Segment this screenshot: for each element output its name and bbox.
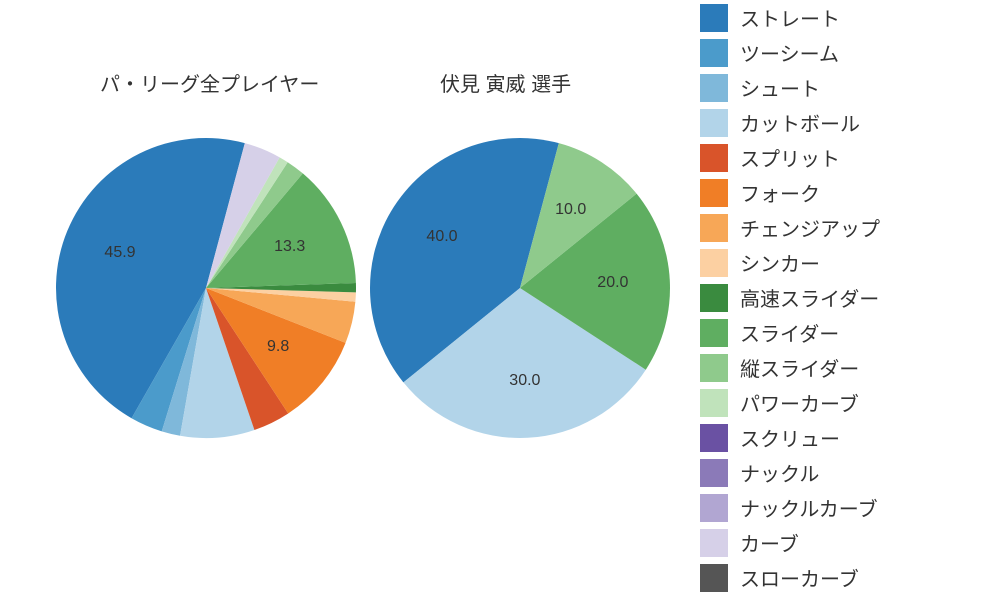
legend-item-sinker: シンカー — [700, 245, 990, 280]
chart-title: パ・リーグ全プレイヤー — [100, 68, 319, 97]
legend-label: フォーク — [740, 178, 820, 207]
legend: ストレートツーシームシュートカットボールスプリットフォークチェンジアップシンカー… — [700, 0, 990, 595]
legend-item-slow_curve: スローカーブ — [700, 560, 990, 595]
legend-swatch — [700, 494, 728, 522]
legend-label: スプリット — [740, 143, 840, 172]
legend-label: ナックル — [740, 458, 819, 487]
legend-swatch — [700, 564, 728, 592]
legend-label: カーブ — [740, 528, 799, 557]
legend-swatch — [700, 74, 728, 102]
legend-item-slider: スライダー — [700, 315, 990, 350]
pie-label-fork: 9.8 — [267, 338, 289, 356]
legend-item-knuckle: ナックル — [700, 455, 990, 490]
legend-label: スライダー — [740, 318, 839, 347]
legend-swatch — [700, 354, 728, 382]
pie-label-straight: 45.9 — [104, 244, 135, 262]
legend-label: パワーカーブ — [740, 388, 859, 417]
legend-label: スローカーブ — [740, 563, 859, 592]
legend-item-shoot: シュート — [700, 70, 990, 105]
legend-item-cut_ball: カットボール — [700, 105, 990, 140]
legend-label: 高速スライダー — [740, 283, 879, 312]
legend-swatch — [700, 424, 728, 452]
legend-label: ツーシーム — [740, 38, 839, 67]
legend-item-fork: フォーク — [700, 175, 990, 210]
legend-label: ナックルカーブ — [740, 493, 878, 522]
legend-swatch — [700, 249, 728, 277]
legend-swatch — [700, 109, 728, 137]
pie-label-cut_ball: 30.0 — [509, 372, 540, 390]
legend-item-power_curve: パワーカーブ — [700, 385, 990, 420]
legend-swatch — [700, 214, 728, 242]
pie-label-v_slider: 10.0 — [555, 201, 586, 219]
legend-item-v_slider: 縦スライダー — [700, 350, 990, 385]
legend-swatch — [700, 319, 728, 347]
legend-swatch — [700, 39, 728, 67]
legend-swatch — [700, 284, 728, 312]
legend-item-knuckle_curve: ナックルカーブ — [700, 490, 990, 525]
pie-label-straight: 40.0 — [426, 228, 457, 246]
legend-item-split: スプリット — [700, 140, 990, 175]
legend-swatch — [700, 179, 728, 207]
legend-item-curve: カーブ — [700, 525, 990, 560]
legend-swatch — [700, 144, 728, 172]
legend-item-straight: ストレート — [700, 0, 990, 35]
legend-swatch — [700, 4, 728, 32]
legend-label: ストレート — [740, 3, 840, 32]
legend-label: スクリュー — [740, 423, 840, 452]
chart-title: 伏見 寅威 選手 — [440, 68, 571, 97]
pie-label-slider: 13.3 — [274, 238, 305, 256]
legend-item-fast_slider: 高速スライダー — [700, 280, 990, 315]
legend-item-two_seam: ツーシーム — [700, 35, 990, 70]
legend-item-changeup: チェンジアップ — [700, 210, 990, 245]
pie-chart — [54, 136, 358, 440]
legend-swatch — [700, 459, 728, 487]
legend-swatch — [700, 389, 728, 417]
legend-label: カットボール — [740, 108, 860, 137]
legend-item-screw: スクリュー — [700, 420, 990, 455]
legend-swatch — [700, 529, 728, 557]
legend-label: 縦スライダー — [740, 353, 859, 382]
figure-root: 45.9 9.8 13.3 パ・リーグ全プレイヤー 40.0 30.0 20.0 10.0 伏見… — [0, 0, 1000, 600]
legend-label: シンカー — [740, 248, 820, 277]
pie-label-slider: 20.0 — [597, 274, 628, 292]
legend-label: シュート — [740, 73, 820, 102]
legend-label: チェンジアップ — [740, 213, 880, 242]
